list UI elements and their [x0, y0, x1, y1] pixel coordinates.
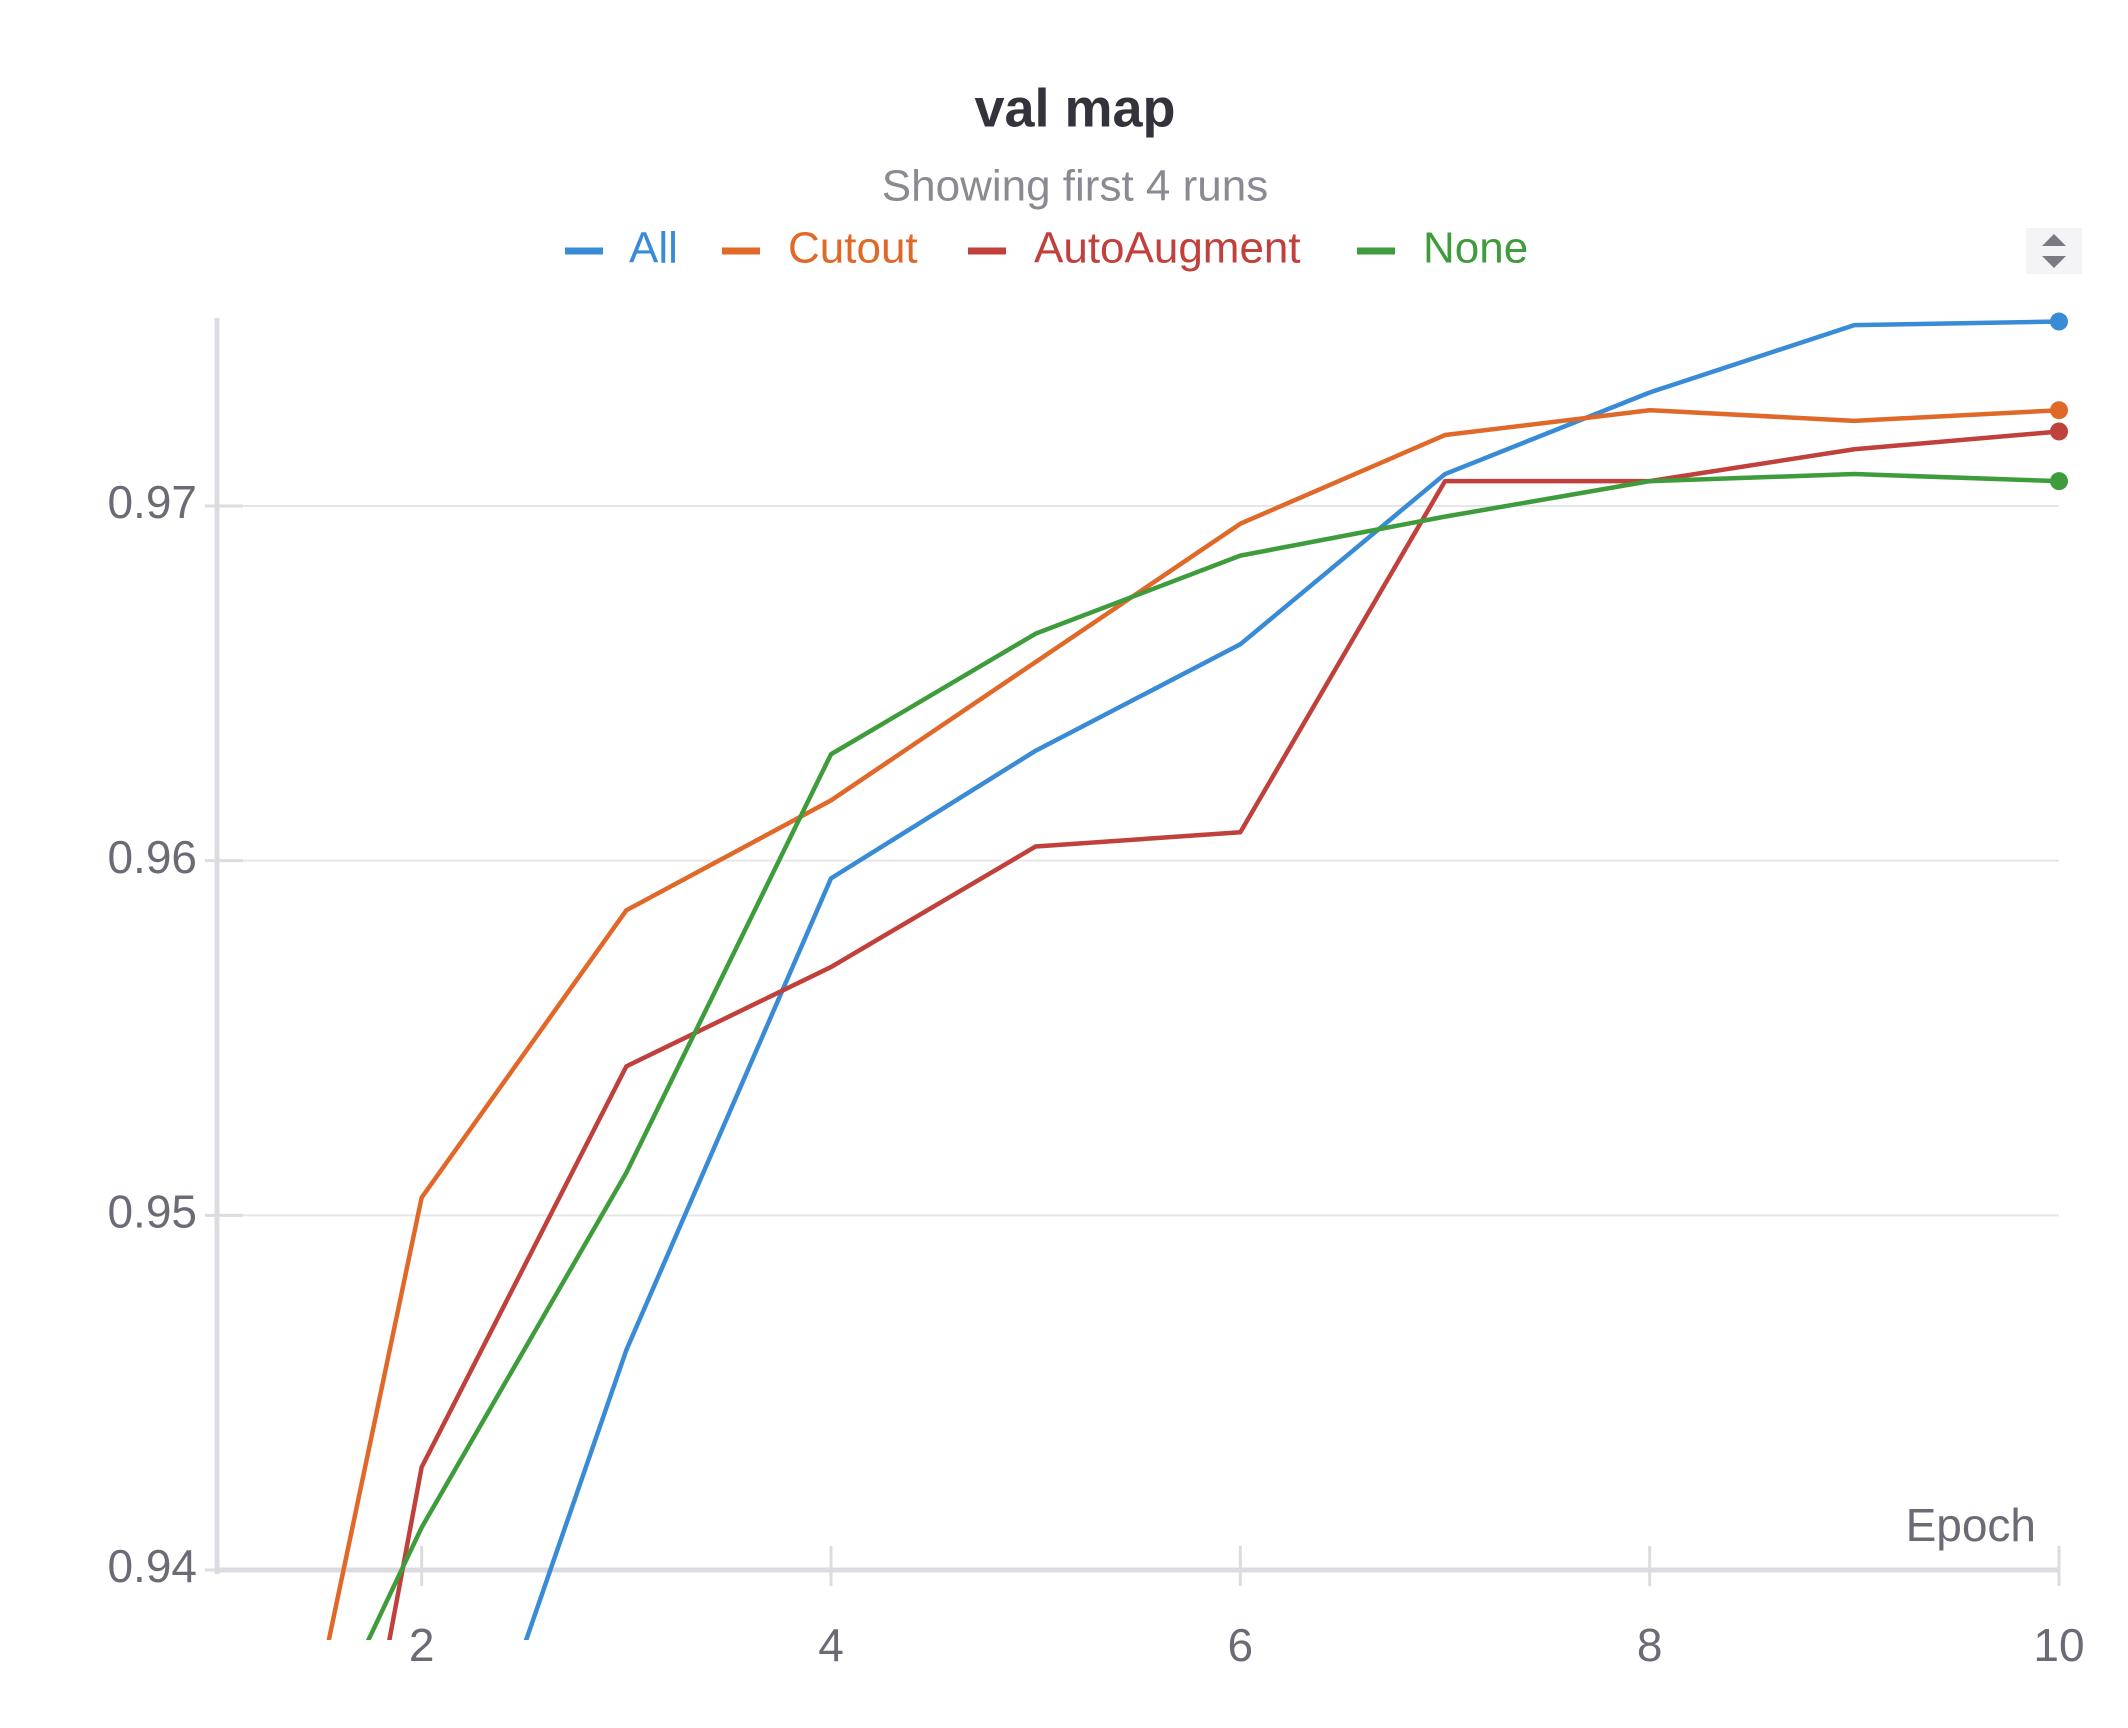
x-tick-label: 10	[2033, 1619, 2084, 1671]
x-tick-label: 4	[818, 1619, 844, 1671]
x-axis-label: Epoch	[1906, 1499, 2036, 1551]
legend-label: All	[629, 224, 678, 273]
series-line	[326, 407, 2060, 1640]
x-tick-label: 8	[1637, 1619, 1663, 1671]
end-point	[2050, 472, 2068, 491]
end-point	[2050, 401, 2068, 420]
legend-label: AutoAugment	[1034, 224, 1301, 273]
x-tick-label: 2	[409, 1619, 435, 1671]
series-line	[387, 429, 2060, 1640]
chart-subtitle: Showing first 4 runs	[882, 162, 1268, 211]
scroll-arrows[interactable]	[2042, 234, 2066, 268]
y-tick-label: 0.97	[107, 476, 197, 528]
series-line	[365, 471, 2060, 1640]
legend-label: None	[1423, 224, 1528, 273]
y-tick-label: 0.95	[107, 1185, 197, 1237]
plot-area	[326, 319, 2060, 1640]
y-tick-label: 0.94	[107, 1540, 197, 1592]
y-tick-label: 0.96	[107, 831, 197, 883]
x-tick-label: 6	[1228, 1619, 1254, 1671]
scroll-icon[interactable]	[2026, 228, 2082, 274]
series-line	[523, 319, 2060, 1640]
end-point	[2050, 422, 2068, 441]
legend-label: Cutout	[788, 224, 918, 273]
end-point	[2050, 312, 2068, 331]
chart-title: val map	[974, 78, 1175, 138]
